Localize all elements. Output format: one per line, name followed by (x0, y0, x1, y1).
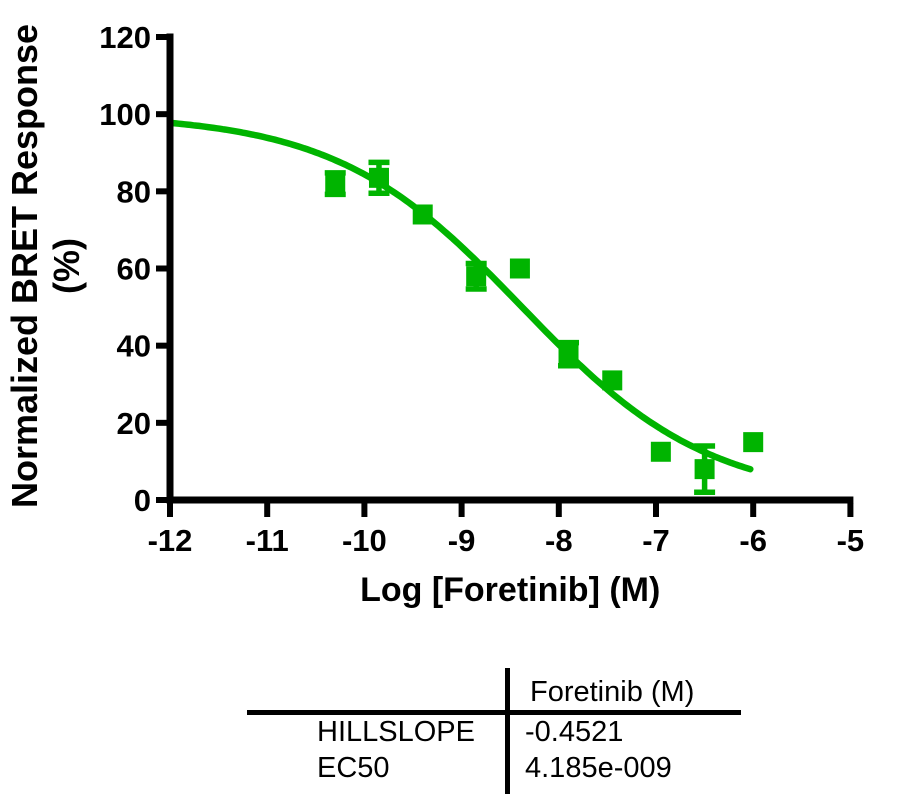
table-vertical-rule (505, 668, 510, 794)
table-row-label-ec50: EC50 (317, 752, 390, 784)
table-column-header: Foretinib (M) (530, 676, 695, 708)
table-value-ec50: 4.185e-009 (525, 752, 672, 784)
data-point (412, 204, 433, 225)
data-point (368, 167, 389, 188)
table-horizontal-rule (247, 710, 741, 715)
y-tick-label: 100 (99, 97, 151, 132)
data-point (466, 266, 487, 287)
data-point (325, 173, 346, 194)
x-tick-label: -7 (642, 523, 670, 558)
data-point (602, 370, 623, 391)
x-axis-title: Log [Foretinib] (M) (360, 571, 660, 609)
x-tick-label: -12 (148, 523, 193, 558)
x-tick-label: -9 (448, 523, 476, 558)
data-point (743, 432, 764, 453)
x-tick-label: -6 (739, 523, 767, 558)
dose-response-chart: 0 20 40 60 80 100 120 -12 -11 -10 -9 -8 -7 -6 -5 Log [F… (4, 20, 865, 609)
data-point (694, 459, 715, 480)
x-tick-label: -10 (342, 523, 387, 558)
y-tick-label: 0 (134, 483, 151, 518)
y-tick-label: 120 (99, 20, 151, 55)
y-tick-label: 80 (117, 174, 151, 209)
fit-curve (166, 119, 754, 473)
y-axis-title-line1: Normalized BRET Response (4, 24, 45, 508)
x-tick-label: -8 (545, 523, 573, 558)
y-axis-title-line2: (%) (46, 238, 87, 294)
table-row-label-hillslope: HILLSLOPE (317, 716, 475, 748)
y-tick-label: 20 (117, 406, 151, 441)
data-point (509, 258, 530, 279)
x-tick-label: -11 (246, 523, 289, 558)
data-point (558, 344, 579, 365)
x-tick-label: -5 (837, 523, 865, 558)
data-point (650, 441, 671, 462)
table-value-hillslope: -0.4521 (525, 716, 624, 748)
y-tick-label: 40 (117, 329, 151, 364)
y-tick-label: 60 (117, 252, 151, 287)
